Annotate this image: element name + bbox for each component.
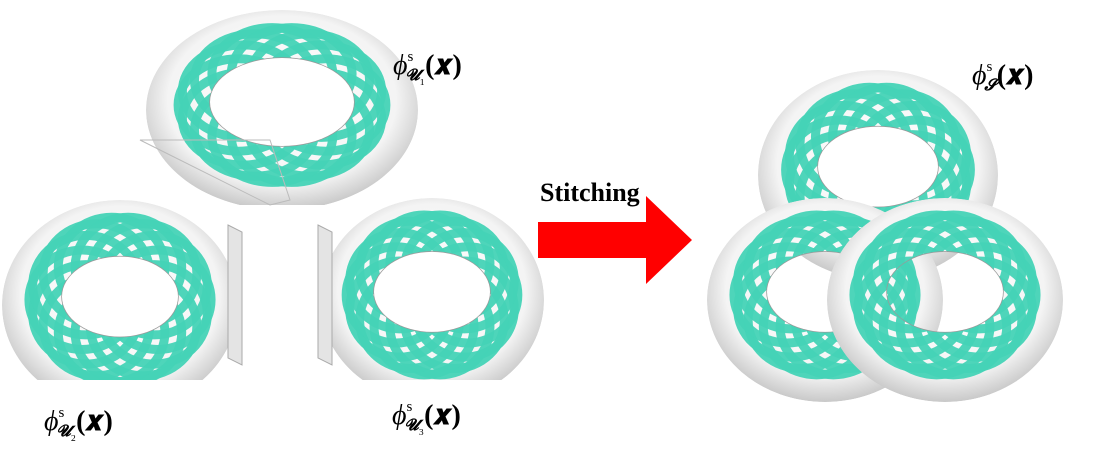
argument: (𝒙): [997, 60, 1034, 91]
superscript: s: [408, 49, 414, 65]
argument: (𝒙): [425, 50, 462, 81]
subscript: 𝓤: [404, 417, 418, 434]
superscript: s: [59, 405, 65, 421]
index: ₃: [419, 419, 425, 436]
argument: (𝒙): [76, 406, 113, 437]
index: ₁: [420, 69, 426, 86]
superscript: s: [407, 399, 413, 415]
illustration: [0, 0, 1117, 450]
label: ϕs𝓢(𝒙): [972, 62, 1033, 90]
torus: [320, 198, 544, 402]
superscript: s: [987, 59, 993, 75]
arrow-label: Stitching: [540, 178, 640, 208]
torus: [2, 200, 238, 410]
torus: [827, 198, 1063, 402]
arrow: [538, 196, 692, 284]
label: ϕs𝓤₁(𝒙): [393, 52, 462, 80]
subscript: 𝓢: [984, 77, 996, 94]
cut-face: [228, 225, 242, 365]
subscript: 𝓤: [56, 423, 70, 440]
label: ϕs𝓤₃(𝒙): [392, 402, 461, 430]
figure: Stitching ϕs𝓤₁(𝒙) ϕs𝓤₂(𝒙) ϕs𝓤₃(𝒙) ϕs𝓢(𝒙): [0, 0, 1117, 450]
torus: [146, 10, 418, 210]
subscript: 𝓤: [405, 67, 419, 84]
index: ₂: [71, 425, 77, 442]
cut-face: [318, 225, 332, 365]
label: ϕs𝓤₂(𝒙): [44, 408, 113, 436]
argument: (𝒙): [424, 400, 461, 431]
